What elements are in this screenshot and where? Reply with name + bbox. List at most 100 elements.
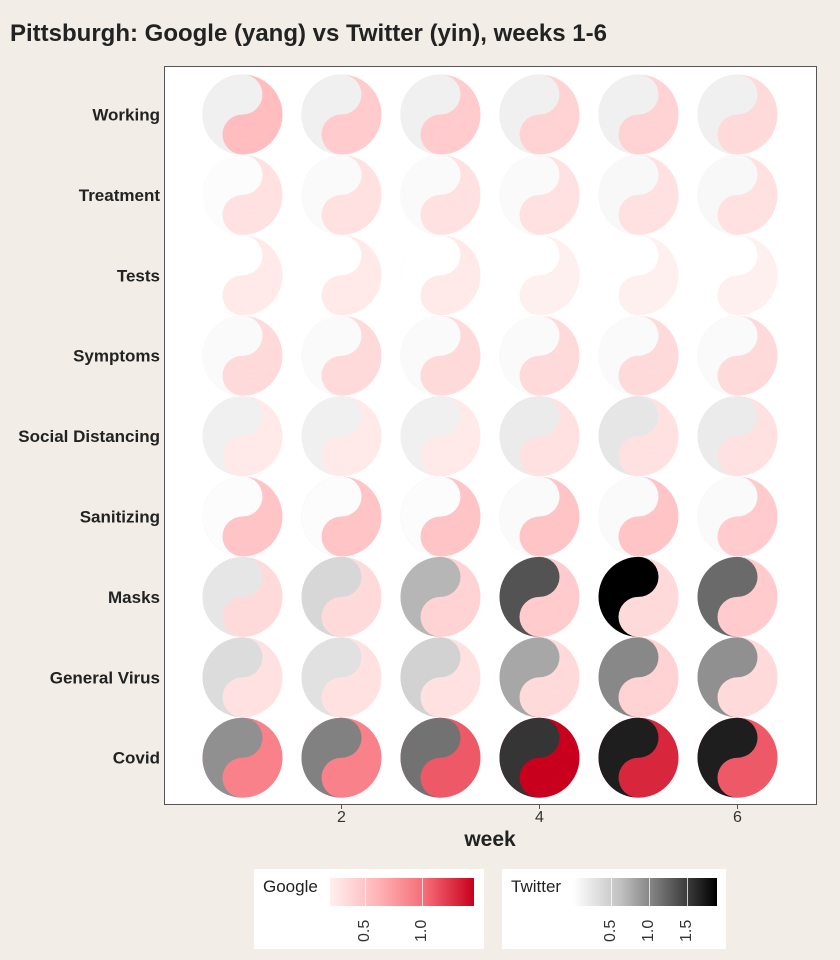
legend-tick-label: 0.5: [355, 919, 373, 942]
yinyang-general-virus-week-2: [301, 637, 382, 718]
yinyang-treatment-week-5: [598, 154, 679, 235]
twitter-yin-mark: [202, 235, 263, 316]
yinyang-covid-week-4: [499, 717, 580, 798]
twitter-yin-mark: [697, 74, 758, 155]
y-label-general-virus: General Virus: [50, 668, 160, 687]
yinyang-symptoms-week-3: [400, 315, 481, 396]
yinyang-social-distancing-week-1: [202, 396, 283, 477]
y-label-masks: Masks: [108, 588, 160, 607]
y-label-working: Working: [92, 106, 160, 125]
yinyang-masks-week-2: [301, 556, 382, 637]
legend-tick: [422, 878, 424, 906]
legend-tick: [648, 878, 650, 906]
twitter-yin-mark: [499, 637, 560, 718]
yinyang-covid-week-3: [400, 717, 481, 798]
yinyang-general-virus-week-5: [598, 637, 679, 718]
yinyang-symptoms-week-6: [697, 315, 778, 396]
yinyang-symptoms-week-2: [301, 315, 382, 396]
twitter-yin-mark: [301, 396, 362, 477]
twitter-yin-mark: [301, 556, 362, 637]
yinyang-covid-week-1: [202, 717, 283, 798]
yinyang-tests-week-4: [499, 235, 580, 316]
x-tick-label: 6: [733, 809, 742, 826]
yinyang-treatment-week-2: [301, 154, 382, 235]
y-label-tests: Tests: [117, 266, 160, 285]
glyph-layer: [202, 74, 778, 798]
yinyang-sanitizing-week-6: [697, 476, 778, 557]
legend-tick: [686, 878, 688, 906]
twitter-yin-mark: [697, 637, 758, 718]
legend-tick-label: 1.0: [413, 919, 431, 942]
twitter-yin-mark: [202, 637, 263, 718]
twitter-yin-mark: [598, 476, 659, 557]
x-axis: 2 4 6: [337, 805, 742, 826]
legend-google-title: Google: [263, 877, 318, 896]
twitter-yin-mark: [499, 396, 560, 477]
y-label-treatment: Treatment: [79, 186, 161, 205]
legend-google: Google 0.5 1.0: [254, 869, 484, 949]
yinyang-social-distancing-week-5: [598, 396, 679, 477]
twitter-yin-mark: [598, 637, 659, 718]
yinyang-working-week-4: [499, 74, 580, 155]
twitter-yin-mark: [697, 154, 758, 235]
legend-twitter: Twitter 0.5 1.0 1.5: [502, 869, 726, 949]
twitter-yin-mark: [301, 717, 362, 798]
legend-twitter-colorbar: [573, 878, 717, 906]
legend-tick-label: 1.5: [677, 919, 695, 942]
yinyang-tests-week-2: [301, 235, 382, 316]
twitter-yin-mark: [400, 476, 461, 557]
x-axis-title: week: [463, 828, 516, 851]
twitter-yin-mark: [400, 396, 461, 477]
yinyang-working-week-3: [400, 74, 481, 155]
yinyang-symptoms-week-4: [499, 315, 580, 396]
yinyang-sanitizing-week-5: [598, 476, 679, 557]
twitter-yin-mark: [499, 315, 560, 396]
twitter-yin-mark: [301, 235, 362, 316]
twitter-yin-mark: [400, 637, 461, 718]
twitter-yin-mark: [697, 396, 758, 477]
twitter-yin-mark: [400, 74, 461, 155]
legend-tick-label: 0.5: [601, 919, 619, 942]
yinyang-working-week-6: [697, 74, 778, 155]
yinyang-treatment-week-3: [400, 154, 481, 235]
yinyang-general-virus-week-6: [697, 637, 778, 718]
yinyang-general-virus-week-1: [202, 637, 283, 718]
twitter-yin-mark: [301, 74, 362, 155]
yinyang-sanitizing-week-2: [301, 476, 382, 557]
yinyang-tests-week-6: [697, 235, 778, 316]
yinyang-tests-week-1: [202, 235, 283, 316]
x-tick-label: 4: [535, 809, 544, 826]
twitter-yin-mark: [697, 235, 758, 316]
twitter-yin-mark: [499, 235, 560, 316]
y-label-symptoms: Symptoms: [73, 347, 160, 366]
y-label-covid: Covid: [113, 749, 160, 768]
yinyang-social-distancing-week-6: [697, 396, 778, 477]
twitter-yin-mark: [400, 315, 461, 396]
yinyang-masks-week-3: [400, 556, 481, 637]
legend-tick: [364, 878, 366, 906]
chart-title: Pittsburgh: Google (yang) vs Twitter (yi…: [10, 20, 607, 47]
yinyang-working-week-1: [202, 74, 283, 155]
yinyang-social-distancing-week-4: [499, 396, 580, 477]
twitter-yin-mark: [301, 315, 362, 396]
yinyang-masks-week-5: [598, 556, 679, 637]
twitter-yin-mark: [301, 637, 362, 718]
twitter-yin-mark: [301, 154, 362, 235]
yinyang-covid-week-5: [598, 717, 679, 798]
twitter-yin-mark: [400, 154, 461, 235]
twitter-yin-mark: [598, 717, 659, 798]
yinyang-masks-week-4: [499, 556, 580, 637]
yinyang-general-virus-week-3: [400, 637, 481, 718]
twitter-yin-mark: [499, 476, 560, 557]
yinyang-tests-week-3: [400, 235, 481, 316]
twitter-yin-mark: [598, 235, 659, 316]
y-axis-labels: Working Treatment Tests Symptoms Social Dist…: [18, 106, 160, 768]
legend-tick-label: 1.0: [639, 919, 657, 942]
legend-google-colorbar: [330, 878, 474, 906]
yinyang-working-week-5: [598, 74, 679, 155]
yinyang-masks-week-6: [697, 556, 778, 637]
yinyang-social-distancing-week-2: [301, 396, 382, 477]
twitter-yin-mark: [598, 74, 659, 155]
twitter-yin-mark: [697, 556, 758, 637]
